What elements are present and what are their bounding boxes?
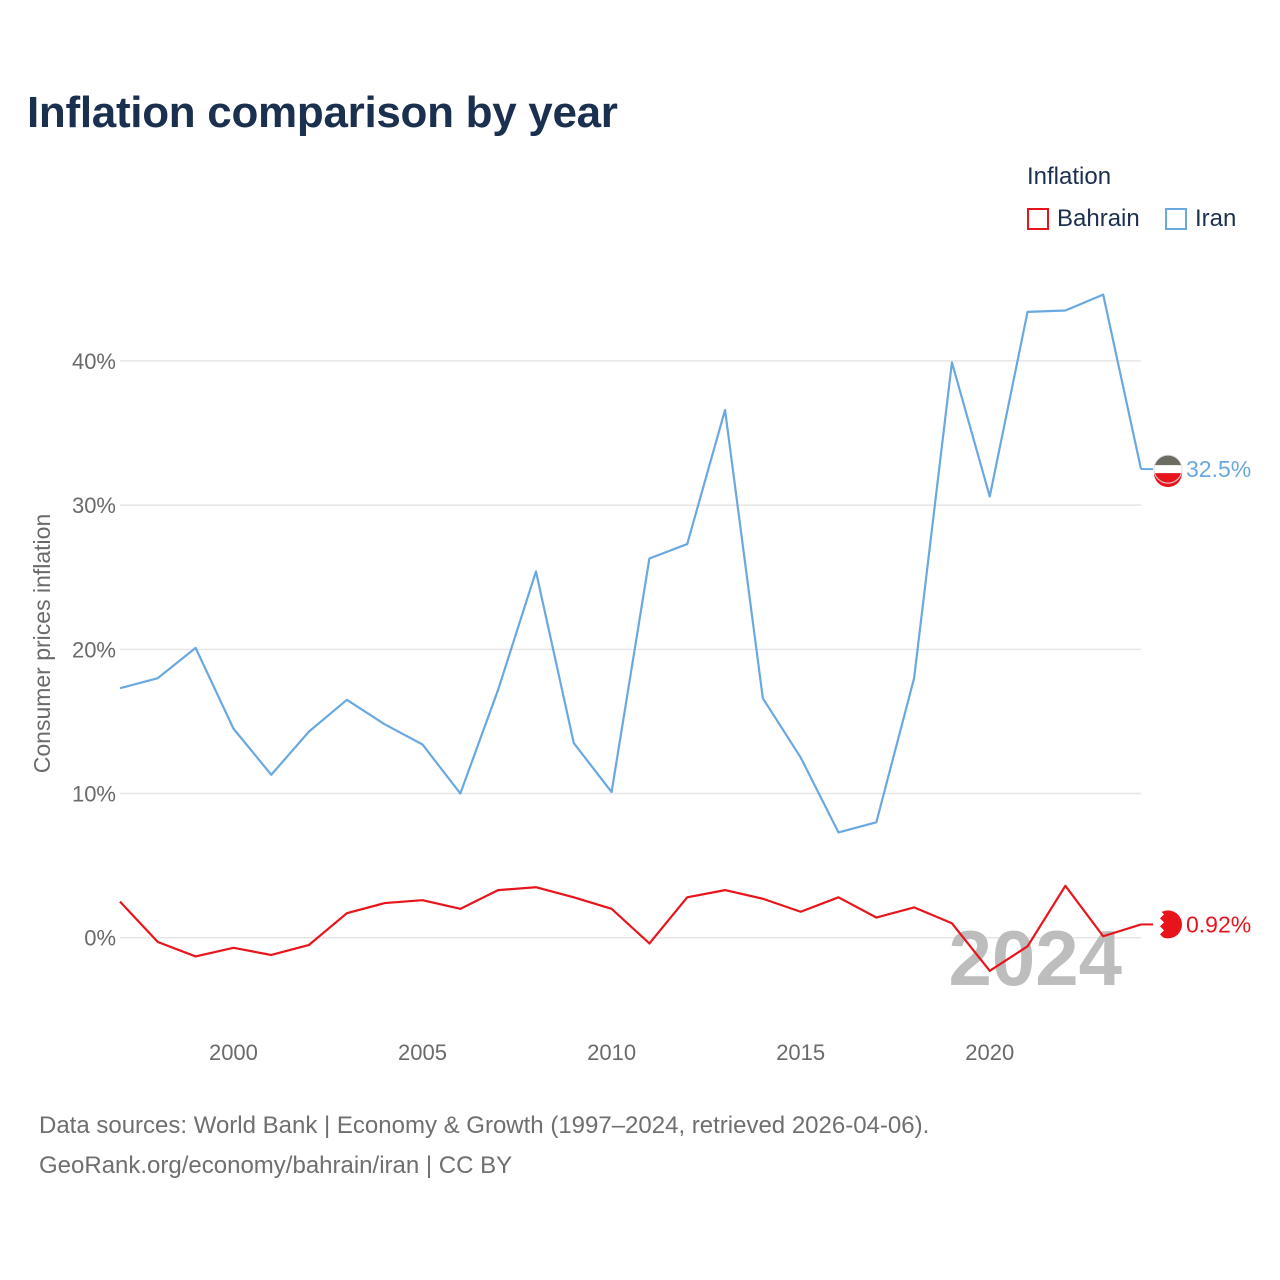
series-line-bahrain: [119, 884, 1142, 972]
series-line-iran: [119, 293, 1143, 834]
footer: Data sources: World Bank | Economy & Gro…: [39, 1106, 929, 1186]
x-tick-label: 2005: [398, 1040, 447, 1065]
data-source-note: Data sources: World Bank | Economy & Gro…: [39, 1112, 930, 1139]
line-chart: 0% 10% 20% 30% 40% 2000 2005 2010 2015 2020 Consum…: [29, 293, 1251, 1065]
legend-item-bahrain[interactable]: Bahrain: [1027, 205, 1140, 233]
end-value-label-bahrain: 0.92%: [1186, 911, 1251, 937]
legend-swatch-iran: [1165, 208, 1187, 230]
y-tick-label: 40%: [72, 349, 116, 374]
legend-item-iran[interactable]: Iran: [1165, 205, 1236, 233]
legend-swatch-bahrain: [1027, 208, 1049, 230]
legend-title: Inflation: [1027, 163, 1112, 190]
y-tick-label: 0%: [84, 926, 116, 951]
flag-iran-outline: [1153, 454, 1183, 484]
y-tick-label: 20%: [72, 637, 116, 662]
flag-bahrain-serrated-band: [1154, 910, 1164, 939]
y-tick-label: 30%: [72, 493, 116, 518]
x-tick-label: 2020: [965, 1040, 1014, 1065]
x-tick-label: 2010: [587, 1040, 636, 1065]
legend-label-bahrain: Bahrain: [1057, 205, 1140, 232]
flag-iran-bottom-band: [1154, 473, 1182, 488]
end-value-label-iran: 32.5%: [1186, 456, 1251, 482]
x-tick-label: 2015: [776, 1040, 825, 1065]
chart-title: Inflation comparison by year: [27, 88, 618, 137]
year-watermark: 2024: [948, 914, 1122, 1002]
flag-iran-top-band: [1154, 455, 1182, 470]
x-tick-label: 2000: [209, 1040, 258, 1065]
legend-label-iran: Iran: [1195, 205, 1237, 232]
credit-link[interactable]: GeoRank.org/economy/bahrain/iran | CC BY: [39, 1152, 513, 1179]
y-tick-label: 10%: [72, 782, 116, 807]
y-axis-label: Consumer prices inflation: [29, 514, 55, 774]
